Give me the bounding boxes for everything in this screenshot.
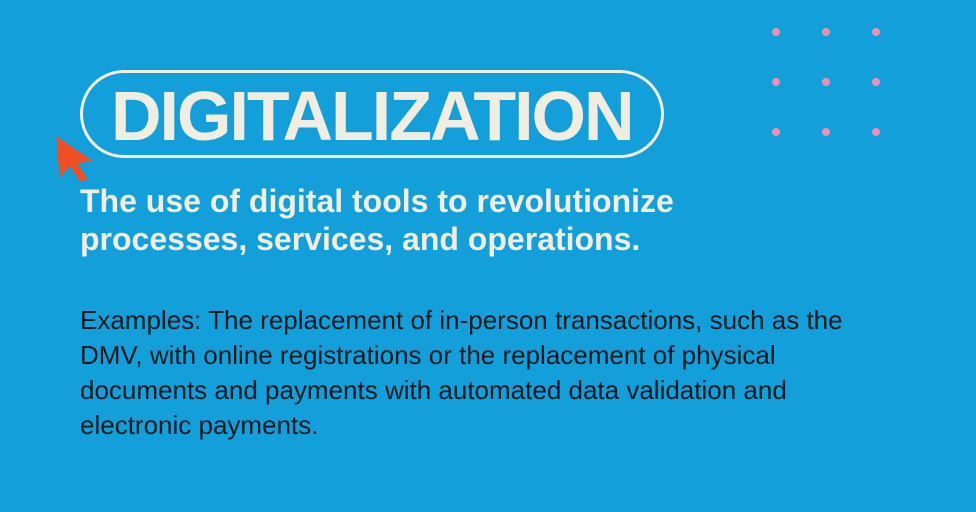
examples-text: Examples: The replacement of in-person t… — [80, 303, 896, 443]
decorative-dot — [822, 128, 830, 136]
slide-card: DIGITALIZATION The use of digital tools … — [0, 0, 976, 512]
decorative-dot — [872, 28, 880, 36]
decorative-dot-grid — [772, 28, 880, 136]
decorative-dot — [822, 78, 830, 86]
cursor-shape — [56, 136, 92, 182]
definition-text: The use of digital tools to revolutioniz… — [80, 182, 820, 259]
decorative-dot — [772, 78, 780, 86]
decorative-dot — [822, 28, 830, 36]
cursor-arrow-icon — [47, 131, 99, 183]
decorative-dot — [772, 128, 780, 136]
slide-title: DIGITALIZATION — [111, 77, 633, 155]
decorative-dot — [872, 128, 880, 136]
title-pill: DIGITALIZATION — [80, 70, 664, 158]
decorative-dot — [772, 28, 780, 36]
decorative-dot — [872, 78, 880, 86]
